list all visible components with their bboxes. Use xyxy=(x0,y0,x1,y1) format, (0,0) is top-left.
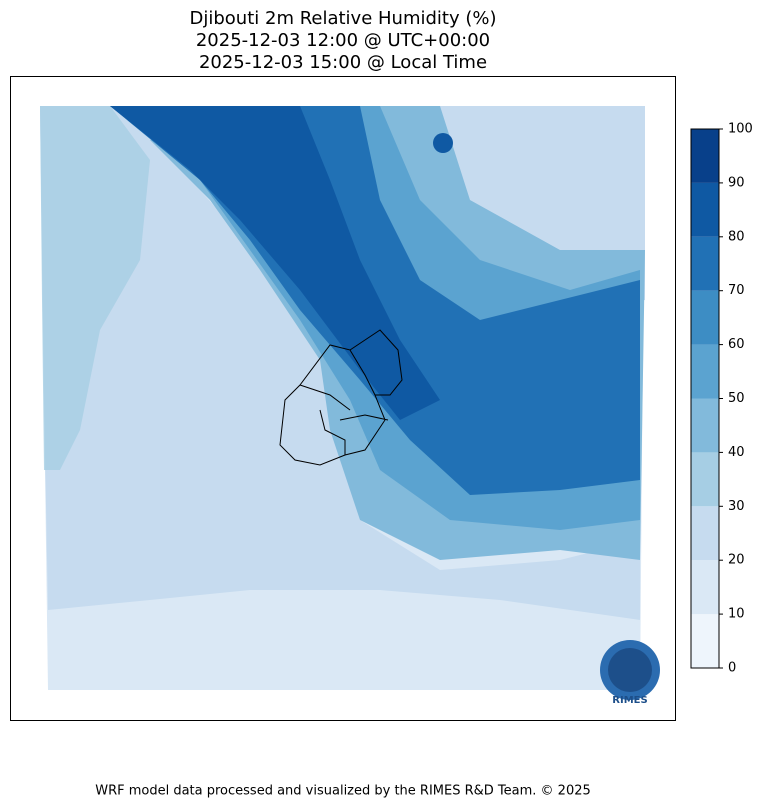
field-zone xyxy=(40,106,150,470)
colorbar-tick-label: 80 xyxy=(728,229,745,244)
colorbar-tick-label: 60 xyxy=(728,337,745,352)
colorbar-tick-label: 0 xyxy=(728,661,736,676)
colorbar-segment xyxy=(691,614,719,668)
colorbar: 0 10 20 30 40 50 60 70 80 90 100 xyxy=(690,122,753,676)
colorbar-tick-label: 30 xyxy=(728,499,745,514)
title-line: Djibouti 2m Relative Humidity (%) xyxy=(190,8,497,29)
logo-badge xyxy=(608,648,652,692)
colorbar-segment xyxy=(691,236,719,291)
colorbar-tick-label: 90 xyxy=(728,175,745,190)
colorbar-tick-label: 40 xyxy=(728,445,745,460)
title-line: 2025-12-03 12:00 @ UTC+00:00 xyxy=(196,30,490,51)
logo-text: RIMES xyxy=(612,695,647,706)
colorbar-segment xyxy=(691,560,719,615)
colorbar-tick-label: 70 xyxy=(728,283,745,298)
logo: RIMES xyxy=(600,640,660,706)
colorbar-tick-label: 20 xyxy=(728,553,745,568)
footer: WRF model data processed and visualized … xyxy=(95,784,591,799)
field-zone xyxy=(110,106,440,420)
colorbar-segment xyxy=(691,290,719,345)
title-line: 2025-12-03 15:00 @ Local Time xyxy=(199,52,487,73)
colorbar-tick-label: 50 xyxy=(728,391,745,406)
map: RIMES xyxy=(10,76,676,721)
field-zone xyxy=(40,106,640,620)
colorbar-segment xyxy=(691,129,719,183)
colorbar-segment xyxy=(691,182,719,237)
colorbar-segment xyxy=(691,344,719,399)
colorbar-tick-label: 100 xyxy=(728,122,753,137)
colorbar-segment xyxy=(691,452,719,507)
border xyxy=(279,329,403,466)
colorbar-segment xyxy=(691,506,719,561)
colorbar-segment xyxy=(691,398,719,453)
field-spot xyxy=(433,133,453,153)
colorbar-tick-label: 10 xyxy=(728,607,745,622)
